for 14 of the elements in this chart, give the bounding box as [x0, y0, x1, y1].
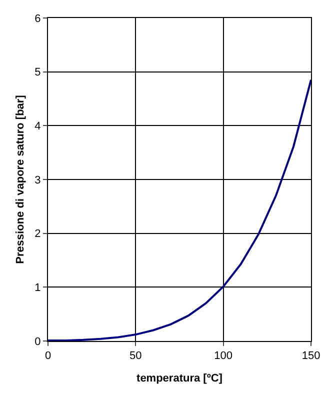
y-tick-label: 4 — [34, 120, 41, 133]
y-tick-label: 3 — [34, 174, 41, 186]
line-series — [48, 78, 311, 341]
y-tick-label: 2 — [34, 228, 41, 240]
y-tick-label: 0 — [34, 336, 41, 348]
x-tick-label: 50 — [130, 350, 142, 362]
y-tick-label: 5 — [34, 66, 41, 79]
y-tick-label: 6 — [34, 12, 41, 25]
x-tick-label: 0 — [44, 350, 52, 362]
x-tick-label: 100 — [214, 350, 233, 362]
x-tick-label: 150 — [302, 350, 320, 362]
y-tick-label: 1 — [34, 282, 41, 294]
x-axis-title: temperatura [ºC] — [136, 372, 223, 384]
y-axis-title: Pressione di vapore saturo [bar] — [14, 94, 26, 264]
